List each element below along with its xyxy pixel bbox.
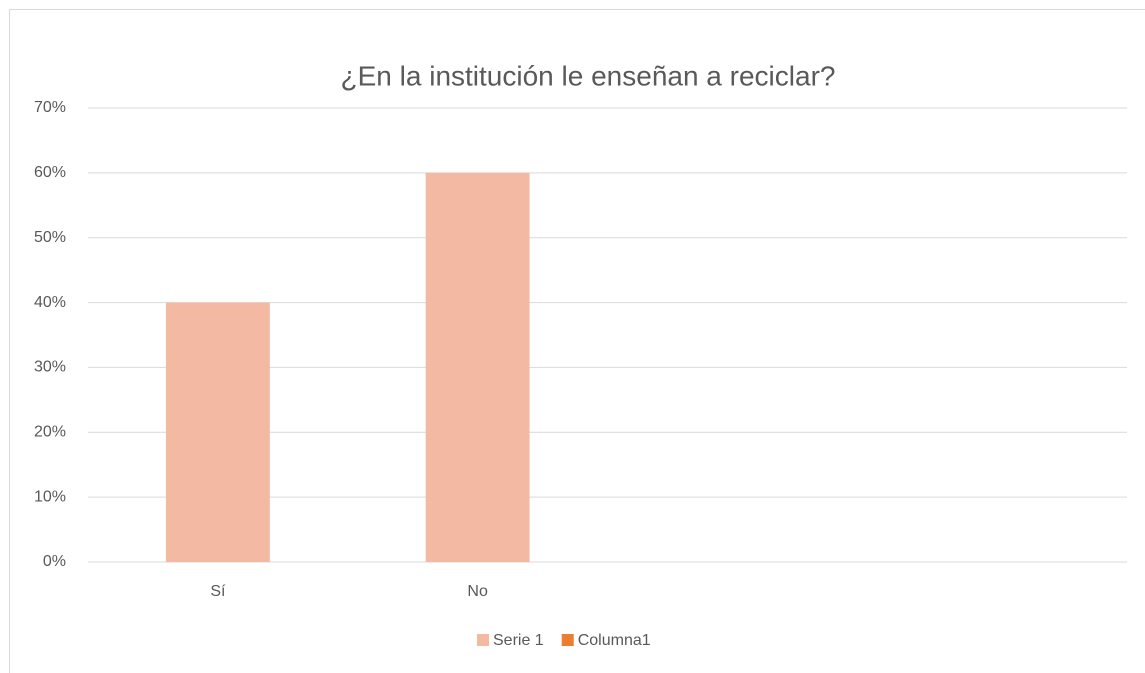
x-tick-label: Sí [210, 583, 226, 600]
y-tick-label: 30% [34, 359, 66, 376]
bar [165, 302, 270, 562]
chart-title: ¿En la institución le enseñan a reciclar… [341, 60, 836, 91]
y-tick-label: 40% [34, 294, 66, 311]
y-tick-label: 60% [34, 164, 66, 181]
y-tick-label: 20% [34, 424, 66, 441]
bar [425, 172, 530, 562]
legend-swatch [477, 634, 489, 646]
y-tick-label: 70% [34, 99, 66, 116]
legend-label: Columna1 [578, 632, 651, 649]
y-tick-label: 0% [43, 553, 66, 570]
legend-swatch [561, 634, 574, 646]
x-tick-label: No [467, 583, 488, 600]
legend-label: Serie 1 [493, 632, 544, 649]
y-tick-label: 50% [34, 229, 66, 246]
y-tick-label: 10% [34, 488, 66, 505]
